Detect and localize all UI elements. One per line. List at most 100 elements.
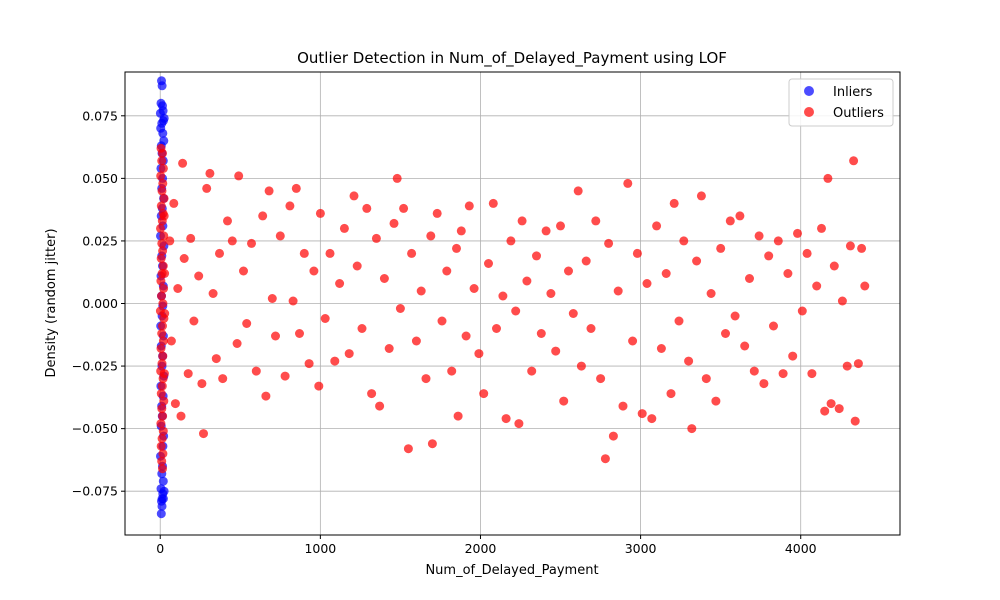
outlier-point — [183, 369, 193, 379]
outlier-point — [532, 251, 541, 261]
outlier-point — [304, 359, 314, 369]
outlier-point — [559, 396, 569, 406]
outlier-point — [845, 241, 855, 251]
outlier-point — [178, 158, 188, 168]
outlier-point — [158, 178, 168, 188]
y-tick-label: 0.025 — [82, 233, 118, 248]
outlier-point — [740, 341, 750, 351]
outlier-point — [197, 379, 207, 389]
outlier-point — [170, 399, 180, 409]
outlier-point — [628, 336, 638, 346]
outlier-point — [426, 231, 436, 241]
outlier-point — [812, 281, 822, 291]
outlier-point — [600, 454, 610, 464]
outlier-point — [157, 156, 167, 166]
outlier-point — [176, 411, 186, 421]
outlier-point — [158, 148, 167, 158]
y-tick-label: 0.050 — [82, 171, 118, 186]
outlier-point — [754, 231, 764, 241]
grid-lines — [125, 72, 900, 535]
outlier-point — [158, 246, 168, 256]
outlier-point — [314, 381, 324, 391]
outlier-point — [701, 374, 711, 384]
outlier-point — [456, 226, 466, 236]
outlier-point — [158, 163, 168, 173]
outlier-point — [208, 289, 218, 298]
outlier-point — [157, 456, 167, 466]
outlier-point — [291, 183, 301, 193]
outlier-point — [711, 396, 721, 406]
outlier-point — [749, 366, 759, 376]
outlier-point — [564, 266, 573, 276]
outlier-point — [573, 186, 583, 196]
outlier-point — [857, 243, 867, 253]
outlier-point — [194, 271, 204, 281]
outlier-point — [488, 198, 498, 208]
outlier-point — [783, 269, 793, 278]
outlier-point — [829, 261, 839, 271]
y-axis-label: Density (random jitter) — [44, 228, 59, 377]
outlier-point — [156, 171, 166, 181]
outlier-point — [367, 389, 377, 399]
outlier-point — [730, 311, 740, 321]
outlier-point — [632, 248, 642, 258]
outlier-point — [158, 449, 168, 459]
outlier-point — [591, 216, 601, 226]
x-tick-label: 4000 — [785, 541, 817, 556]
outlier-point — [344, 349, 354, 359]
outlier-point — [522, 276, 532, 286]
x-axis-ticks: 0 1000 2000 3000 4000 — [156, 535, 817, 556]
inlier-point — [159, 113, 169, 123]
outlier-point — [618, 401, 628, 411]
outlier-point — [264, 186, 274, 196]
outlier-point — [223, 216, 232, 226]
outlier-point — [179, 254, 189, 263]
outlier-point — [261, 391, 271, 401]
outlier-point — [335, 279, 345, 288]
outlier-point — [309, 266, 319, 276]
outlier-point — [735, 211, 745, 221]
outlier-point — [159, 211, 169, 221]
y-tick-label: −0.025 — [72, 359, 118, 374]
inlier-point — [156, 509, 166, 519]
outlier-point — [826, 399, 836, 409]
outlier-point — [251, 366, 261, 376]
outlier-point — [156, 389, 166, 399]
outlier-point — [546, 289, 556, 298]
outlier-point — [169, 198, 179, 208]
outlier-point — [684, 356, 694, 366]
outlier-point — [517, 216, 527, 226]
outlier-point — [173, 284, 183, 293]
outlier-point — [613, 286, 623, 296]
outlier-point — [158, 299, 168, 308]
outlier-point — [202, 183, 212, 193]
outlier-point — [158, 426, 168, 436]
outlier-point — [157, 186, 167, 196]
chart-title: Outlier Detection in Num_of_Delayed_Paym… — [297, 49, 727, 68]
outlier-point — [258, 211, 268, 221]
outlier-point — [189, 316, 199, 326]
outlier-point — [551, 346, 561, 356]
outlier-point — [211, 354, 221, 364]
outlier-point — [541, 226, 551, 236]
outlier-point — [156, 276, 166, 286]
outlier-point — [501, 414, 511, 424]
outlier-point — [330, 356, 340, 366]
outlier-point — [461, 331, 471, 341]
outlier-point — [464, 201, 474, 211]
outlier-point — [773, 236, 783, 246]
outlier-point — [158, 411, 168, 421]
outlier-point — [823, 173, 833, 183]
y-tick-label: 0.075 — [82, 108, 118, 123]
outlier-point — [527, 366, 537, 376]
outlier-point — [642, 279, 652, 288]
outlier-point — [271, 331, 280, 341]
outlier-point — [484, 259, 493, 268]
outlier-point — [442, 266, 452, 276]
outlier-point — [215, 248, 224, 258]
outlier-point — [156, 254, 166, 263]
outlier-point — [295, 329, 304, 338]
outlier-point — [696, 191, 706, 201]
outlier-point — [764, 251, 774, 261]
outlier-point — [492, 324, 501, 333]
